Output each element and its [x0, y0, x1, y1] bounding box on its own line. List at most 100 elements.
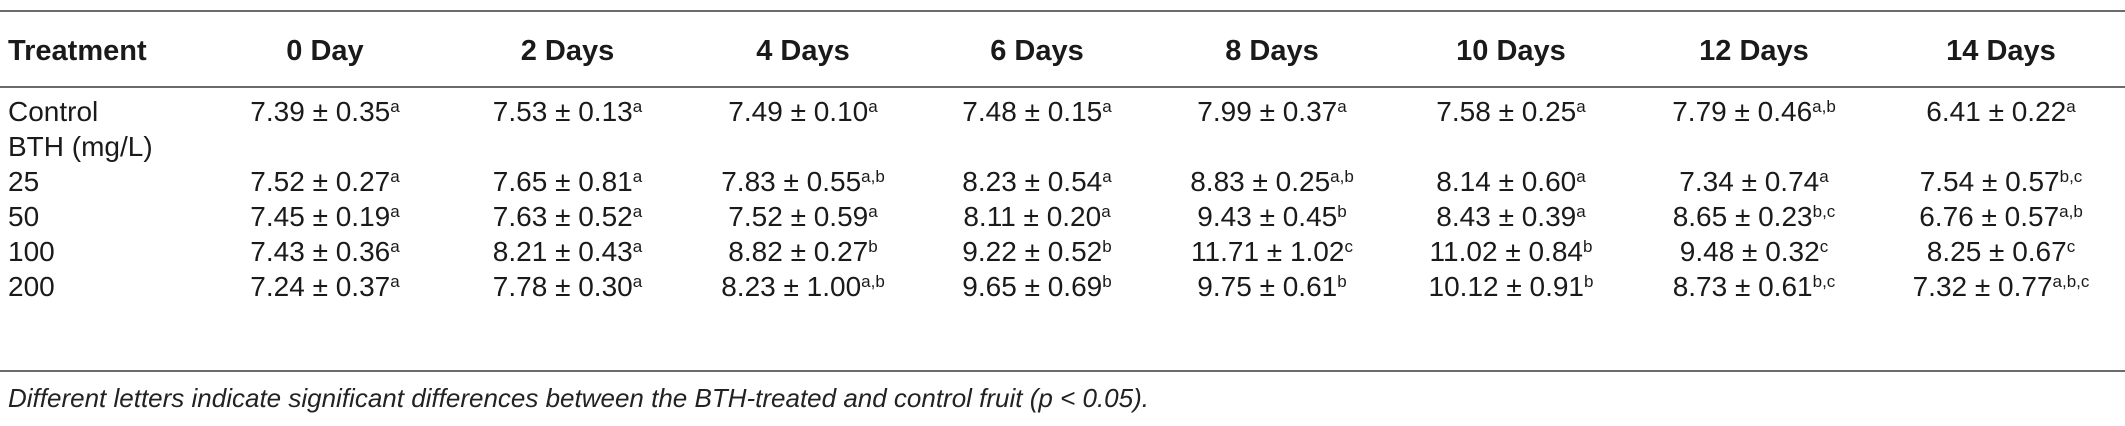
table-row: 100 7.43 ± 0.36a 8.21 ± 0.43a 8.82 ± 0.27b 9… [0, 234, 2125, 269]
mean-sd-value: 8.21 ± 0.43 [492, 236, 633, 267]
table-row: Control 7.39 ± 0.35a 7.53 ± 0.13a 7.49 ± 0.… [0, 94, 2125, 129]
value-cell: 9.75 ± 0.61b [1153, 269, 1391, 304]
significance-letter: a [868, 97, 878, 116]
value-cell: 9.43 ± 0.45b [1153, 199, 1391, 234]
mean-sd-value: 6.76 ± 0.57 [1919, 201, 2060, 232]
top-rule [0, 10, 2125, 12]
mean-sd-value: 7.52 ± 0.59 [728, 201, 869, 232]
treatment-cell: 200 [8, 271, 55, 302]
significance-letter: a [390, 167, 400, 186]
value-cell: 8.14 ± 0.60a [1391, 164, 1631, 199]
mean-sd-value: 7.78 ± 0.30 [492, 271, 633, 302]
data-table: Treatment 0 Day 2 Days 4 Days 6 Days 8 D… [0, 20, 2125, 304]
value-cell: 7.65 ± 0.81a [450, 164, 685, 199]
significance-letter: a [390, 97, 400, 116]
bottom-rule [0, 370, 2125, 372]
mean-sd-value: 7.63 ± 0.52 [492, 201, 633, 232]
value-cell: 7.45 ± 0.19a [200, 199, 450, 234]
significance-letter: c [2066, 237, 2076, 256]
significance-letter: c [1819, 237, 1829, 256]
mean-sd-value: 8.73 ± 0.61 [1672, 271, 1813, 302]
value-cell: 7.58 ± 0.25a [1391, 94, 1631, 129]
mean-sd-value: 7.83 ± 0.55 [721, 166, 862, 197]
column-header: 10 Days [1456, 34, 1566, 67]
mean-sd-value: 9.22 ± 0.52 [962, 236, 1103, 267]
mean-sd-value: 8.65 ± 0.23 [1672, 201, 1813, 232]
value-cell: 8.82 ± 0.27b [685, 234, 921, 269]
spacer-cell [0, 82, 2125, 94]
column-header: 14 Days [1946, 34, 2056, 67]
significance-letter: a,b [861, 272, 885, 291]
value-cell: 8.25 ± 0.67c [1877, 234, 2125, 269]
treatment-cell: Control [8, 96, 99, 127]
mean-sd-value: 11.02 ± 0.84 [1429, 236, 1583, 267]
significance-letter: a [632, 167, 643, 186]
value-cell: 11.71 ± 1.02c [1153, 234, 1391, 269]
value-cell: 7.54 ± 0.57b,c [1877, 164, 2125, 199]
value-cell: 7.43 ± 0.36a [200, 234, 450, 269]
value-cell: 8.21 ± 0.43a [450, 234, 685, 269]
value-cell: 9.48 ± 0.32c [1631, 234, 1877, 269]
value-cell: 7.24 ± 0.37a [200, 269, 450, 304]
mean-sd-value: 9.48 ± 0.32 [1679, 236, 1820, 267]
treatment-cell: 100 [8, 236, 55, 267]
value-cell: 6.41 ± 0.22a [1877, 94, 2125, 129]
significance-letter: b [1584, 272, 1594, 291]
value-cell [685, 129, 921, 164]
significance-letter: a [1337, 97, 1347, 116]
significance-letter: b,c [2059, 167, 2083, 186]
mean-sd-value: 8.23 ± 1.00 [721, 271, 862, 302]
value-cell: 7.63 ± 0.52a [450, 199, 685, 234]
value-cell: 7.34 ± 0.74a [1631, 164, 1877, 199]
significance-letter: a,b,c [2052, 272, 2090, 291]
significance-letter: a [1576, 97, 1586, 116]
significance-letter: a,b [1330, 167, 1354, 186]
mean-sd-value: 8.23 ± 0.54 [962, 166, 1103, 197]
value-cell: 8.73 ± 0.61b,c [1631, 269, 1877, 304]
value-cell: 7.39 ± 0.35a [200, 94, 450, 129]
mean-sd-value: 11.71 ± 1.02 [1191, 236, 1345, 267]
header-rule [0, 86, 2125, 88]
significance-letter: b [868, 237, 878, 256]
significance-letter: a,b [1812, 97, 1836, 116]
mean-sd-value: 9.43 ± 0.45 [1197, 201, 1338, 232]
significance-letter: a [2066, 97, 2076, 116]
spacer-row [0, 82, 2125, 94]
value-cell: 11.02 ± 0.84b [1391, 234, 1631, 269]
mean-sd-value: 8.25 ± 0.67 [1926, 236, 2067, 267]
mean-sd-value: 7.45 ± 0.19 [250, 201, 391, 232]
value-cell: 7.79 ± 0.46a,b [1631, 94, 1877, 129]
significance-letter: a [632, 272, 643, 291]
mean-sd-value: 7.53 ± 0.13 [492, 96, 633, 127]
significance-letter: a [1576, 202, 1586, 221]
value-cell [1391, 129, 1631, 164]
significance-letter: b [1337, 202, 1347, 221]
mean-sd-value: 8.83 ± 0.25 [1190, 166, 1331, 197]
significance-letter: b [1582, 237, 1593, 256]
treatment-cell: BTH (mg/L) [8, 131, 153, 162]
value-cell [921, 129, 1153, 164]
column-header: 12 Days [1699, 34, 1809, 67]
mean-sd-value: 6.41 ± 0.22 [1926, 96, 2067, 127]
column-header: 8 Days [1225, 34, 1319, 67]
column-header: 6 Days [990, 34, 1084, 67]
value-cell: 9.65 ± 0.69b [921, 269, 1153, 304]
mean-sd-value: 8.14 ± 0.60 [1436, 166, 1577, 197]
table-row: BTH (mg/L) [0, 129, 2125, 164]
table-row: 25 7.52 ± 0.27a 7.65 ± 0.81a 7.83 ± 0.55a,b… [0, 164, 2125, 199]
mean-sd-value: 7.54 ± 0.57 [1919, 166, 2060, 197]
significance-letter: a [1102, 97, 1112, 116]
significance-letter: c [1344, 237, 1353, 256]
value-cell: 8.11 ± 0.20a [921, 199, 1153, 234]
value-cell: 7.52 ± 0.27a [200, 164, 450, 199]
mean-sd-value: 7.58 ± 0.25 [1436, 96, 1577, 127]
mean-sd-value: 10.12 ± 0.91 [1428, 271, 1585, 302]
table-row: 50 7.45 ± 0.19a 7.63 ± 0.52a 7.52 ± 0.59a 8.… [0, 199, 2125, 234]
value-cell [200, 129, 450, 164]
value-cell: 8.43 ± 0.39a [1391, 199, 1631, 234]
significance-letter: a [390, 272, 400, 291]
value-cell: 7.32 ± 0.77a,b,c [1877, 269, 2125, 304]
mean-sd-value: 7.48 ± 0.15 [962, 96, 1103, 127]
significance-letter: a [1101, 202, 1111, 221]
